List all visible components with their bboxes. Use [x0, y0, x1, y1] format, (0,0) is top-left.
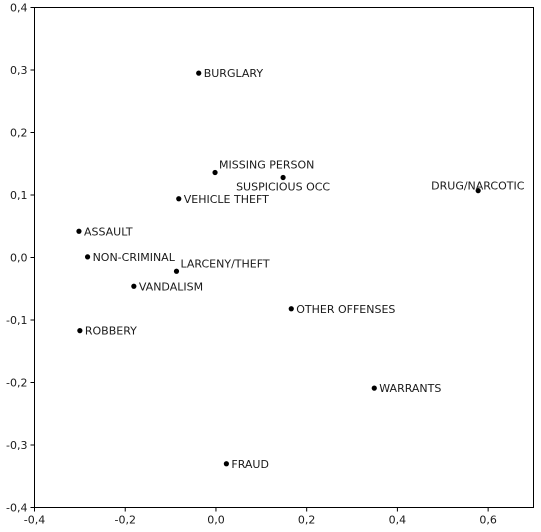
data-point [84, 254, 91, 260]
x-tick-label: 0,6 [479, 514, 497, 527]
data-point [196, 70, 202, 76]
point-label: ROBBERY [85, 325, 137, 338]
y-tick-label: 0,4 [10, 2, 28, 15]
data-point [371, 385, 377, 391]
x-tick-label: 0,0 [207, 514, 225, 527]
y-tick-label: -0,3 [6, 439, 27, 452]
point-label: MISSING PERSON [219, 159, 314, 172]
point-label: BURGLARY [204, 67, 264, 80]
point-label: VEHICLE THEFT [184, 193, 269, 206]
data-point [77, 328, 83, 334]
point-label: VANDALISM [139, 280, 203, 293]
y-tick-label: 0,2 [10, 127, 28, 140]
data-point [288, 306, 294, 312]
point-label: LARCENY/THEFT [180, 257, 269, 270]
data-point [131, 283, 137, 289]
point-label: SUSPICIOUS OCC [236, 181, 330, 194]
point-label: NON-CRIMINAL [93, 251, 176, 264]
plot-area [34, 7, 534, 508]
point-label: FRAUD [231, 458, 269, 471]
data-point [176, 196, 182, 202]
y-tick-label: -0,1 [6, 314, 27, 327]
point-label: WARRANTS [379, 382, 441, 395]
y-tick-label: 0,1 [10, 189, 28, 202]
x-tick-label: -0,2 [114, 514, 135, 527]
x-tick-label: 0,4 [389, 514, 407, 527]
x-tick-label: 0,2 [298, 514, 316, 527]
x-tick-label: -0,4 [24, 514, 45, 527]
data-point [223, 461, 229, 467]
y-tick-label: -0,4 [6, 502, 27, 515]
point-label: DRUG/NARCOTIC [431, 180, 525, 193]
point-label: OTHER OFFENSES [296, 303, 395, 316]
y-tick-label: 0,3 [10, 64, 28, 77]
data-point [76, 228, 82, 234]
plot-frame [34, 7, 534, 508]
point-label: ASSAULT [84, 225, 133, 238]
data-points: BURGLARY MISSING PERSON SUSPICIOUS OCC DRUG… [76, 67, 525, 471]
y-tick-label: -0,2 [6, 377, 27, 390]
data-point [280, 174, 286, 181]
y-tick-label: 0,0 [10, 252, 28, 265]
x-axis: -0,4 -0,2 0,0 0,2 0,4 0,6 [24, 507, 497, 527]
y-axis: 0,4 0,3 0,2 0,1 0,0 -0,1 -0,2 -0,3 -0,4 [6, 2, 35, 515]
data-point [475, 188, 481, 194]
data-point [173, 268, 180, 274]
data-point [212, 169, 218, 176]
